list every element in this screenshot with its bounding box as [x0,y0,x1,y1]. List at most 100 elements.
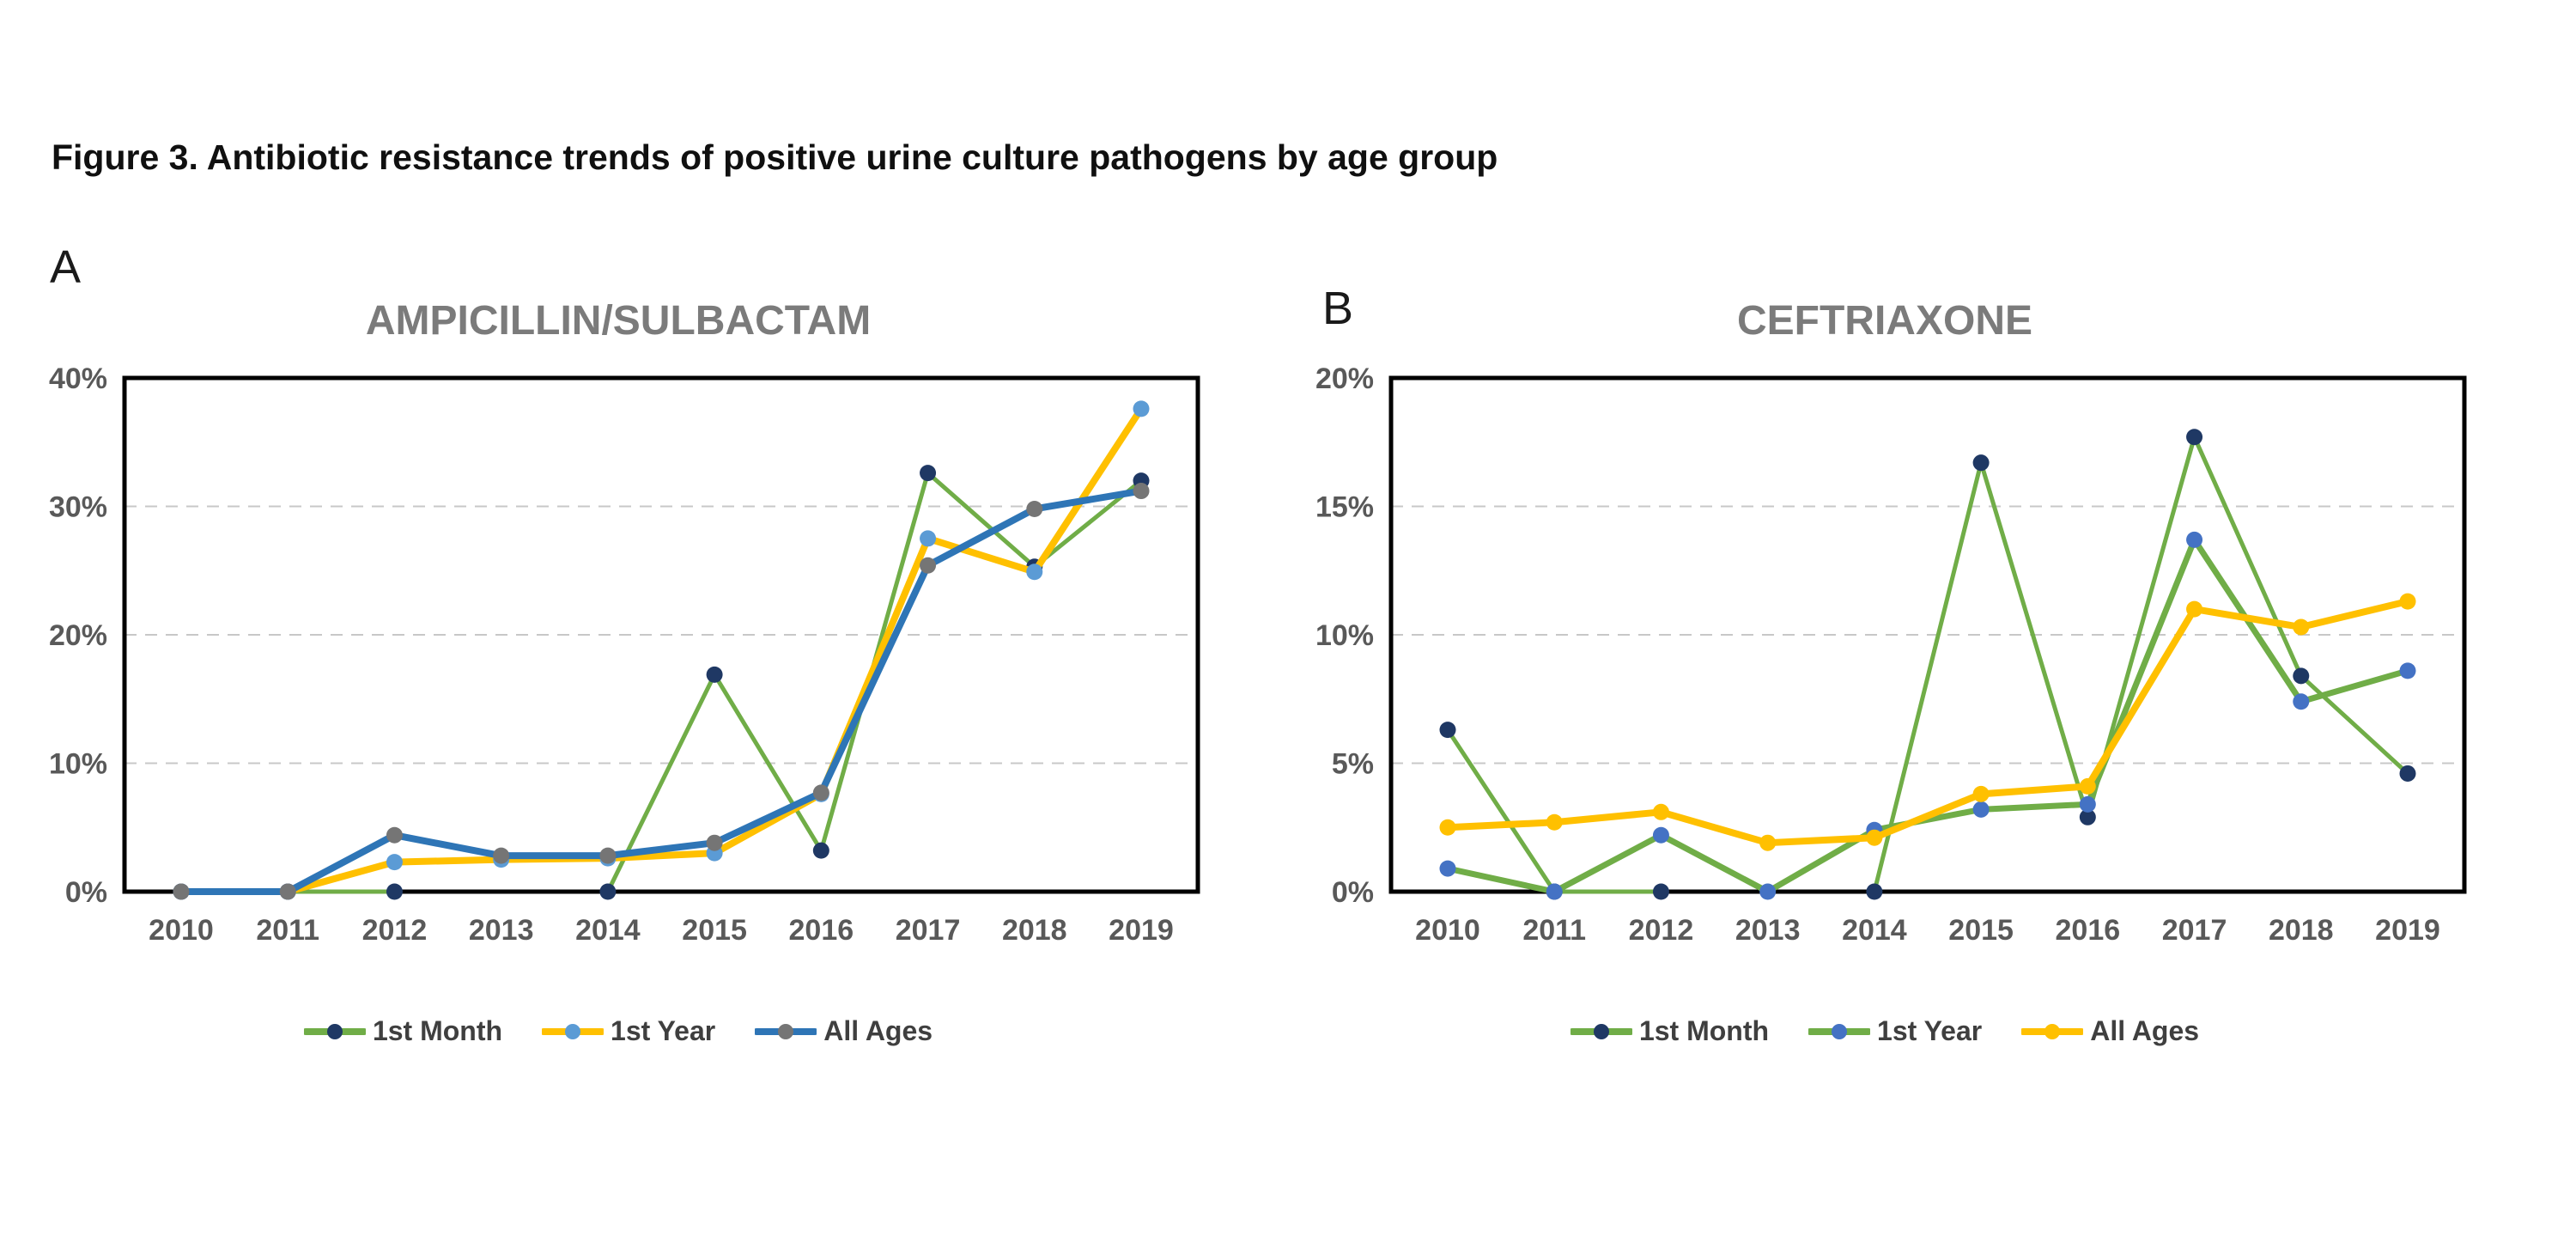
point-1st-month-2016 [812,842,829,859]
series-line-1st-year [178,405,1145,895]
x-tick-label-2010: 2010 [149,914,214,947]
point-all-ages-2019 [2399,593,2416,610]
point-1st-year-2015 [1972,801,1990,818]
x-tick-label-2019: 2019 [2375,914,2440,947]
y-tick-label-5%: 5% [1332,748,1374,781]
x-tick-label-2010: 2010 [1415,914,1480,947]
legend-marker-icon-1st-year [1808,1023,1871,1039]
x-tick-label-2012: 2012 [362,914,428,947]
y-tick-label-10%: 10% [1315,619,1374,652]
point-all-ages-2015 [706,834,723,851]
point-1st-month-2017 [920,465,937,482]
chart-a-title: AMPICILLIN/SULBACTAM [365,298,872,344]
x-tick-label-2015: 2015 [682,914,747,947]
point-all-ages-2017 [2186,600,2203,618]
point-all-ages-2018 [2293,618,2310,636]
point-1st-year-2018 [2293,693,2310,710]
panel-b-label: B [1322,283,1354,334]
point-1st-year-2019 [2399,662,2416,679]
point-1st-year-2018 [1026,564,1043,581]
plot-border [122,375,1200,894]
ampicillin-sulbactam-chart: 0% 10% 20% 30% 40% 2010 2011 2012 2013 2014 2015 20… [49,366,1200,947]
x-tick-label-2011: 2011 [1522,914,1586,947]
legend-item-1st-year: 1st Year [542,1015,715,1047]
figure-title: Figure 3. Antibiotic resistance trends o… [52,137,1498,177]
x-tick-label-2017: 2017 [2162,914,2227,947]
x-tick-label-2018: 2018 [1002,914,1067,947]
legend-marker-icon-1st-year [542,1023,605,1039]
y-tick-label-40%: 40% [49,366,107,395]
point-1st-year-2011 [1546,883,1563,900]
series-line-all-ages [178,487,1145,895]
point-1st-year-2012 [386,854,403,871]
point-1st-month-2014 [599,883,617,900]
point-all-ages-2013 [1759,834,1777,851]
series-line-all-ages [1444,598,2411,847]
point-1st-month-2018 [2293,667,2310,685]
y-tick-label-15%: 15% [1315,491,1374,524]
legend-label-1st-year: 1st Year [611,1015,716,1046]
point-1st-year-2017 [920,530,937,547]
point-1st-month-2010 [1439,722,1456,739]
x-tick-label-2016: 2016 [2056,914,2121,947]
x-tick-label-2014: 2014 [575,914,641,947]
point-all-ages-2019 [1133,483,1150,500]
panel-a: A AMPICILLIN/SULBACTAM 0% 10% 20% 30% 40% 201… [21,232,1224,1108]
point-1st-year-2019 [1133,400,1150,417]
chart-b-title: CEFTRIAXONE [1736,298,2032,344]
point-1st-year-2017 [2186,531,2203,548]
chart-b-legend: 1st Month 1st Year All Ages [1288,1015,2482,1047]
legend-item-1st-year: 1st Year [1808,1015,1982,1047]
plot-border [1388,375,2467,894]
point-1st-month-2015 [706,666,723,683]
point-1st-year-2016 [2079,795,2096,813]
point-all-ages-2011 [279,883,296,900]
point-all-ages-2015 [1972,785,1990,802]
point-1st-year-2012 [1652,826,1669,844]
y-tick-label-20%: 20% [1315,366,1374,395]
legend-marker-icon-all-ages [2021,1023,2084,1039]
y-tick-label-10%: 10% [49,748,107,781]
y-tick-label-20%: 20% [49,619,107,652]
y-tick-label-30%: 30% [49,491,107,524]
legend-marker-icon-all-ages [755,1023,817,1039]
point-all-ages-2012 [1652,803,1669,820]
point-1st-month-2014 [1866,883,1883,900]
point-1st-month-2017 [2186,429,2203,446]
legend-label-all-ages: All Ages [2090,1015,2200,1046]
y-tick-label-0%: 0% [65,876,107,909]
point-all-ages-2016 [812,784,829,801]
legend-marker-icon-1st-month [303,1023,366,1039]
legend-item-all-ages: All Ages [755,1015,933,1047]
chart-a-legend: 1st Month 1st Year All Ages [21,1015,1215,1047]
panel-b: B CEFTRIAXONE 0% 5% 10% 15% 20% 2010 2011 2012 2… [1288,232,2490,1108]
point-all-ages-2017 [920,557,937,574]
point-all-ages-2018 [1026,500,1043,517]
point-all-ages-2016 [2079,777,2096,795]
x-tick-label-2017: 2017 [896,914,961,947]
x-tick-label-2011: 2011 [256,914,319,947]
legend-item-all-ages: All Ages [2021,1015,2199,1047]
point-all-ages-2014 [1866,829,1883,846]
point-1st-month-2015 [1972,454,1990,472]
point-1st-month-2012 [1652,883,1669,900]
x-tick-label-2013: 2013 [469,914,534,947]
x-tick-label-2012: 2012 [1629,914,1694,947]
legend-item-1st-month: 1st Month [303,1015,503,1047]
series-line-1st-month [1445,728,1663,894]
point-all-ages-2013 [493,847,510,864]
point-1st-year-2013 [1759,883,1777,900]
x-tick-label-2018: 2018 [2269,914,2334,947]
point-1st-month-2016 [2079,808,2096,825]
x-tick-label-2013: 2013 [1735,914,1801,947]
legend-label-1st-month: 1st Month [1638,1015,1770,1046]
ceftriaxone-chart: 0% 5% 10% 15% 20% 2010 2011 2012 2013 2014 2015 201… [1315,366,2467,947]
legend-label-1st-month: 1st Month [372,1015,503,1046]
panel-a-label: A [50,241,82,293]
x-tick-label-2014: 2014 [1842,914,1907,947]
point-all-ages-2010 [1439,819,1456,836]
legend-marker-icon-1st-month [1570,1023,1632,1039]
point-all-ages-2011 [1546,813,1563,831]
x-tick-label-2019: 2019 [1109,914,1174,947]
